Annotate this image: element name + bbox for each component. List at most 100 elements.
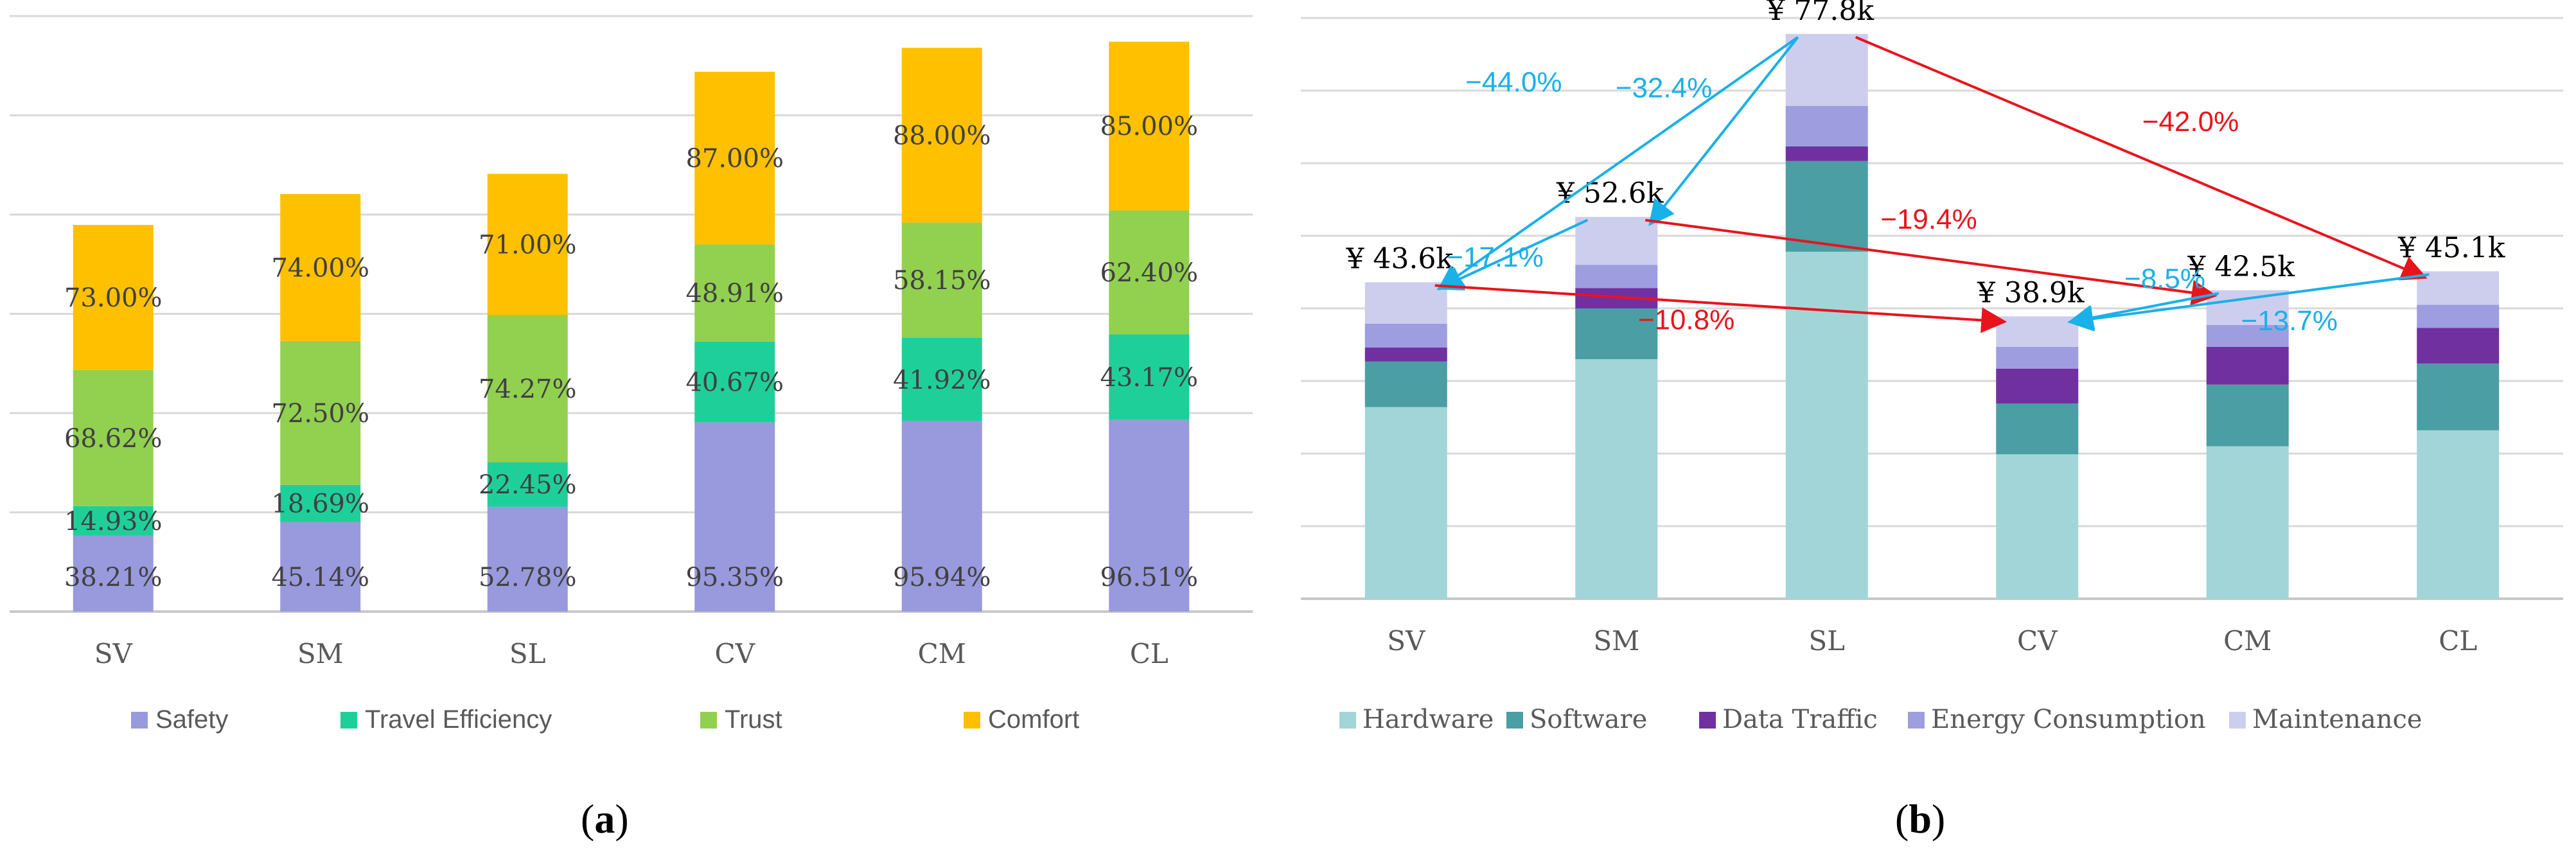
change-arrow bbox=[1434, 284, 2007, 333]
change-label: −19.4% bbox=[1880, 204, 1977, 235]
x-tick-label: CM bbox=[2223, 625, 2272, 657]
change-label: −17.1% bbox=[1447, 242, 1543, 273]
x-tick-label: SV bbox=[1387, 625, 1425, 657]
bar-maintenance bbox=[2417, 271, 2500, 305]
data-label: 48.91% bbox=[685, 279, 784, 308]
bar-trust bbox=[694, 244, 775, 342]
bar-software bbox=[2417, 363, 2500, 430]
legend-swatch bbox=[1506, 712, 1523, 729]
data-label: 58.15% bbox=[893, 266, 991, 296]
change-label: −32.4% bbox=[1616, 73, 1712, 104]
bar-travel-efficiency bbox=[487, 462, 568, 507]
data-label: 41.92% bbox=[893, 366, 991, 395]
bar-software bbox=[2206, 384, 2289, 446]
total-label: ¥ 43.6k bbox=[1345, 242, 1453, 275]
bar-hardware bbox=[1575, 359, 1658, 599]
data-label: 68.62% bbox=[64, 424, 163, 454]
data-label: 88.00% bbox=[893, 121, 991, 150]
legend-label: Travel Efficiency bbox=[365, 705, 552, 734]
data-label: 96.51% bbox=[1100, 563, 1198, 592]
data-label: 87.00% bbox=[685, 144, 784, 173]
bar-energy-consumption bbox=[1364, 323, 1447, 348]
data-label: 14.93% bbox=[64, 507, 163, 536]
bar-comfort bbox=[487, 173, 568, 315]
bar-trust bbox=[1109, 210, 1190, 335]
bar-hardware bbox=[1364, 407, 1447, 599]
total-label: ¥ 45.1k bbox=[2397, 231, 2505, 264]
bar-maintenance bbox=[1364, 282, 1447, 324]
data-label: 72.50% bbox=[271, 399, 369, 428]
change-arrow bbox=[2067, 292, 2219, 331]
change-label: −42.0% bbox=[2142, 106, 2239, 137]
bar-hardware bbox=[1785, 251, 1868, 599]
data-label: 22.45% bbox=[479, 470, 577, 500]
x-tick-label: CL bbox=[1130, 638, 1169, 669]
caption-b: (b) bbox=[1895, 796, 1946, 842]
x-tick-label: SM bbox=[1593, 625, 1639, 657]
x-tick-label: SM bbox=[297, 638, 344, 669]
bar-safety bbox=[694, 422, 775, 612]
x-tick-label: SL bbox=[1808, 625, 1845, 657]
chart-b: ¥ 43.6k SV ¥ 52.6k SM ¥ 77.8k SL ¥ 38.9k CV ¥ 42… bbox=[1301, 0, 2563, 734]
legend-label: Software bbox=[1530, 705, 1647, 734]
bar-maintenance bbox=[1996, 316, 2079, 347]
legend-label: Safety bbox=[155, 705, 228, 734]
data-label: 74.00% bbox=[271, 253, 369, 283]
bar-trust bbox=[73, 369, 154, 506]
data-label: 95.94% bbox=[893, 563, 991, 592]
bar-travel-efficiency bbox=[1109, 334, 1190, 420]
bar-comfort bbox=[73, 225, 154, 370]
x-tick-label: SL bbox=[509, 638, 546, 669]
legend-label: Energy Consumption bbox=[1931, 705, 2206, 734]
bar-trust bbox=[280, 340, 361, 485]
bar-software bbox=[1575, 308, 1658, 360]
bar-maintenance bbox=[1575, 216, 1658, 265]
caption-a: (a) bbox=[581, 796, 629, 842]
data-label: 18.69% bbox=[271, 490, 369, 519]
x-tick-label: SV bbox=[94, 638, 133, 669]
bar-data-traffic bbox=[1996, 368, 2079, 404]
bar-hardware bbox=[1996, 454, 2079, 599]
change-arrow bbox=[2067, 273, 2430, 332]
bar-travel-efficiency bbox=[694, 341, 775, 423]
bar-maintenance bbox=[1785, 33, 1868, 106]
bar-energy-consumption bbox=[1785, 105, 1868, 147]
bar-travel-efficiency bbox=[73, 506, 154, 536]
legend-label: Maintenance bbox=[2252, 705, 2422, 734]
bar-hardware bbox=[2206, 446, 2289, 599]
total-label: ¥ 42.5k bbox=[2187, 251, 2295, 283]
change-arrow bbox=[1855, 36, 2428, 281]
change-label: −13.7% bbox=[2241, 305, 2338, 337]
data-label: 74.27% bbox=[479, 375, 577, 404]
x-tick-label: CV bbox=[715, 638, 755, 669]
legend-swatch bbox=[1339, 712, 1356, 729]
total-label: ¥ 52.6k bbox=[1556, 177, 1664, 210]
bar-safety bbox=[487, 506, 568, 612]
legend-swatch bbox=[1699, 712, 1716, 729]
bar-software bbox=[1785, 161, 1868, 252]
legend-swatch bbox=[700, 712, 717, 729]
bar-safety bbox=[73, 535, 154, 612]
legend-label: Comfort bbox=[988, 705, 1079, 734]
bar-comfort bbox=[901, 48, 982, 223]
data-label: 73.00% bbox=[64, 283, 163, 313]
bar-comfort bbox=[1109, 41, 1190, 211]
data-label: 38.21% bbox=[64, 563, 163, 592]
change-arrow bbox=[1648, 36, 1799, 226]
chart-a: 38.21% 14.93% 68.62% 73.00% SV 45.14% 18.69% 72… bbox=[10, 15, 1253, 734]
bar-hardware bbox=[2417, 430, 2500, 599]
change-arrow bbox=[1436, 218, 1589, 291]
change-arrow bbox=[1645, 218, 2218, 306]
legend-swatch bbox=[2229, 712, 2246, 729]
bar-trust bbox=[487, 315, 568, 463]
change-label: −44.0% bbox=[1465, 67, 1562, 98]
legend-label: Hardware bbox=[1363, 705, 1494, 734]
total-label: ¥ 38.9k bbox=[1977, 276, 2085, 309]
x-tick-label: CL bbox=[2439, 625, 2477, 657]
bar-comfort bbox=[694, 71, 775, 245]
total-label: ¥ 77.8k bbox=[1766, 0, 1874, 27]
bar-travel-efficiency bbox=[901, 338, 982, 421]
legend-swatch bbox=[1908, 712, 1925, 729]
bar-energy-consumption bbox=[2206, 324, 2289, 347]
